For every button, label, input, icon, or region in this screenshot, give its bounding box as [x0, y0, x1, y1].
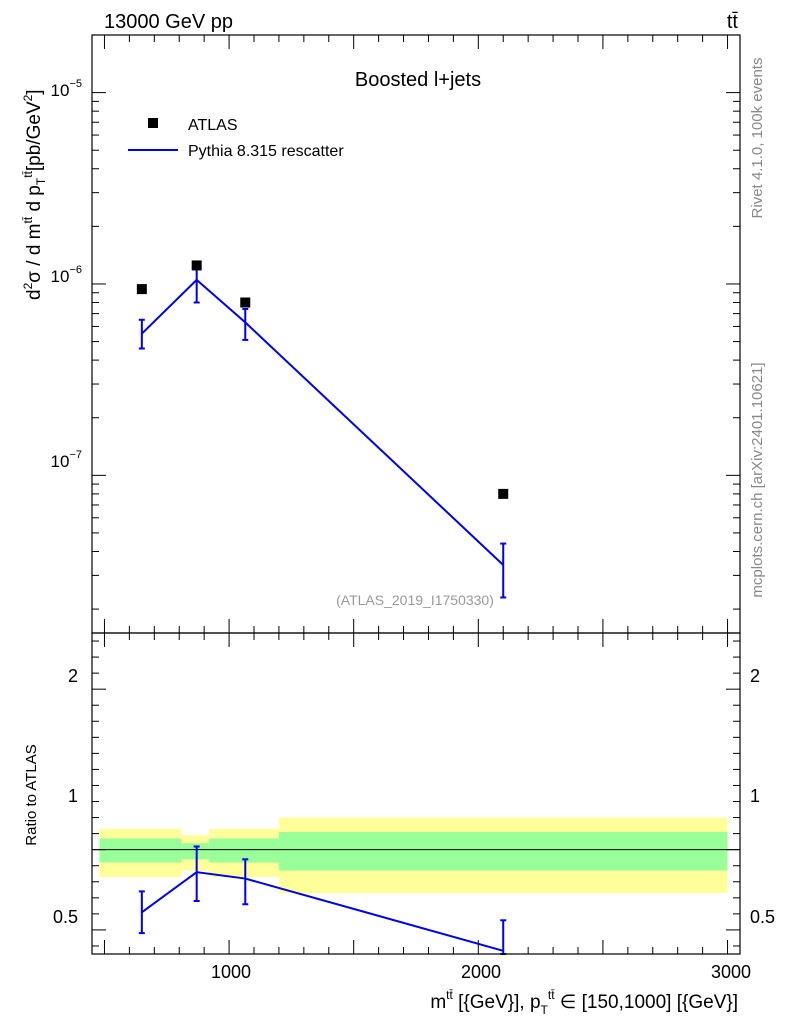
xtick-3000: 3000 [711, 962, 751, 982]
xtick-2000: 2000 [461, 962, 501, 982]
main-data-marks [136, 260, 509, 599]
source-label: mcplots.cern.ch [arXiv:2401.10621] [749, 362, 766, 597]
ratio-ytick-2-left: 2 [68, 666, 78, 686]
ratio-uncertainty-band [278, 832, 728, 871]
ratio-ytick-05-left: 0.5 [53, 907, 78, 927]
atlas-data-point [136, 284, 147, 295]
rivet-label: Rivet 4.1.0, 100k events [749, 58, 766, 219]
atlas-data-point [498, 488, 509, 499]
ratio-ylabel: Ratio to ATLAS [23, 744, 40, 845]
main-title: Boosted l+jets [355, 69, 481, 91]
main-ytick-1e-5: 10−5 [51, 78, 82, 100]
main-ytick-1e-7: 10−7 [51, 449, 82, 471]
ratio-ytick-05-right: 0.5 [750, 907, 775, 927]
ratio-uncertainty-band [181, 843, 210, 860]
legend: ATLAS Pythia 8.315 rescatter [128, 117, 344, 160]
main-panel: Boosted l+jets (ATLAS_2019_I1750330) ATL… [21, 34, 741, 634]
ratio-ytick-1-left: 1 [68, 786, 78, 806]
main-axis-ticks [92, 34, 740, 633]
mc-series-line [141, 278, 504, 566]
ratio-bands [99, 817, 728, 894]
ratio-panel: Ratio to ATLAS 2 1 0.5 2 1 0.5 1000 2000… [23, 632, 775, 1017]
ratio-ytick-2-right: 2 [750, 666, 760, 686]
ratio-series-line [141, 871, 504, 952]
main-ylabel: d2σ / d mtt̄ d pTtt̄[pb/GeV2] [21, 89, 48, 300]
ratio-uncertainty-band [99, 838, 182, 863]
legend-atlas-marker [148, 118, 158, 128]
atlas-data-point [191, 260, 202, 271]
atlas-data-point [240, 297, 251, 308]
ratio-ytick-1-right: 1 [750, 786, 760, 806]
main-ytick-1e-6: 10−6 [51, 264, 82, 286]
ratio-xlabel: mtt̄ [{GeV}], pTtt̄ ∈ [150,1000] [{GeV}] [430, 988, 738, 1017]
legend-pythia-label: Pythia 8.315 rescatter [188, 143, 344, 160]
ratio-data-marks [138, 845, 507, 955]
watermark-label: (ATLAS_2019_I1750330) [336, 592, 494, 608]
ratio-frame [91, 632, 741, 955]
energy-label: 13000 GeV pp [104, 11, 233, 33]
process-label: tt̄ [727, 11, 739, 33]
legend-atlas-label: ATLAS [188, 117, 238, 134]
xtick-1000: 1000 [211, 962, 251, 982]
ratio-axis-ticks [92, 633, 740, 954]
